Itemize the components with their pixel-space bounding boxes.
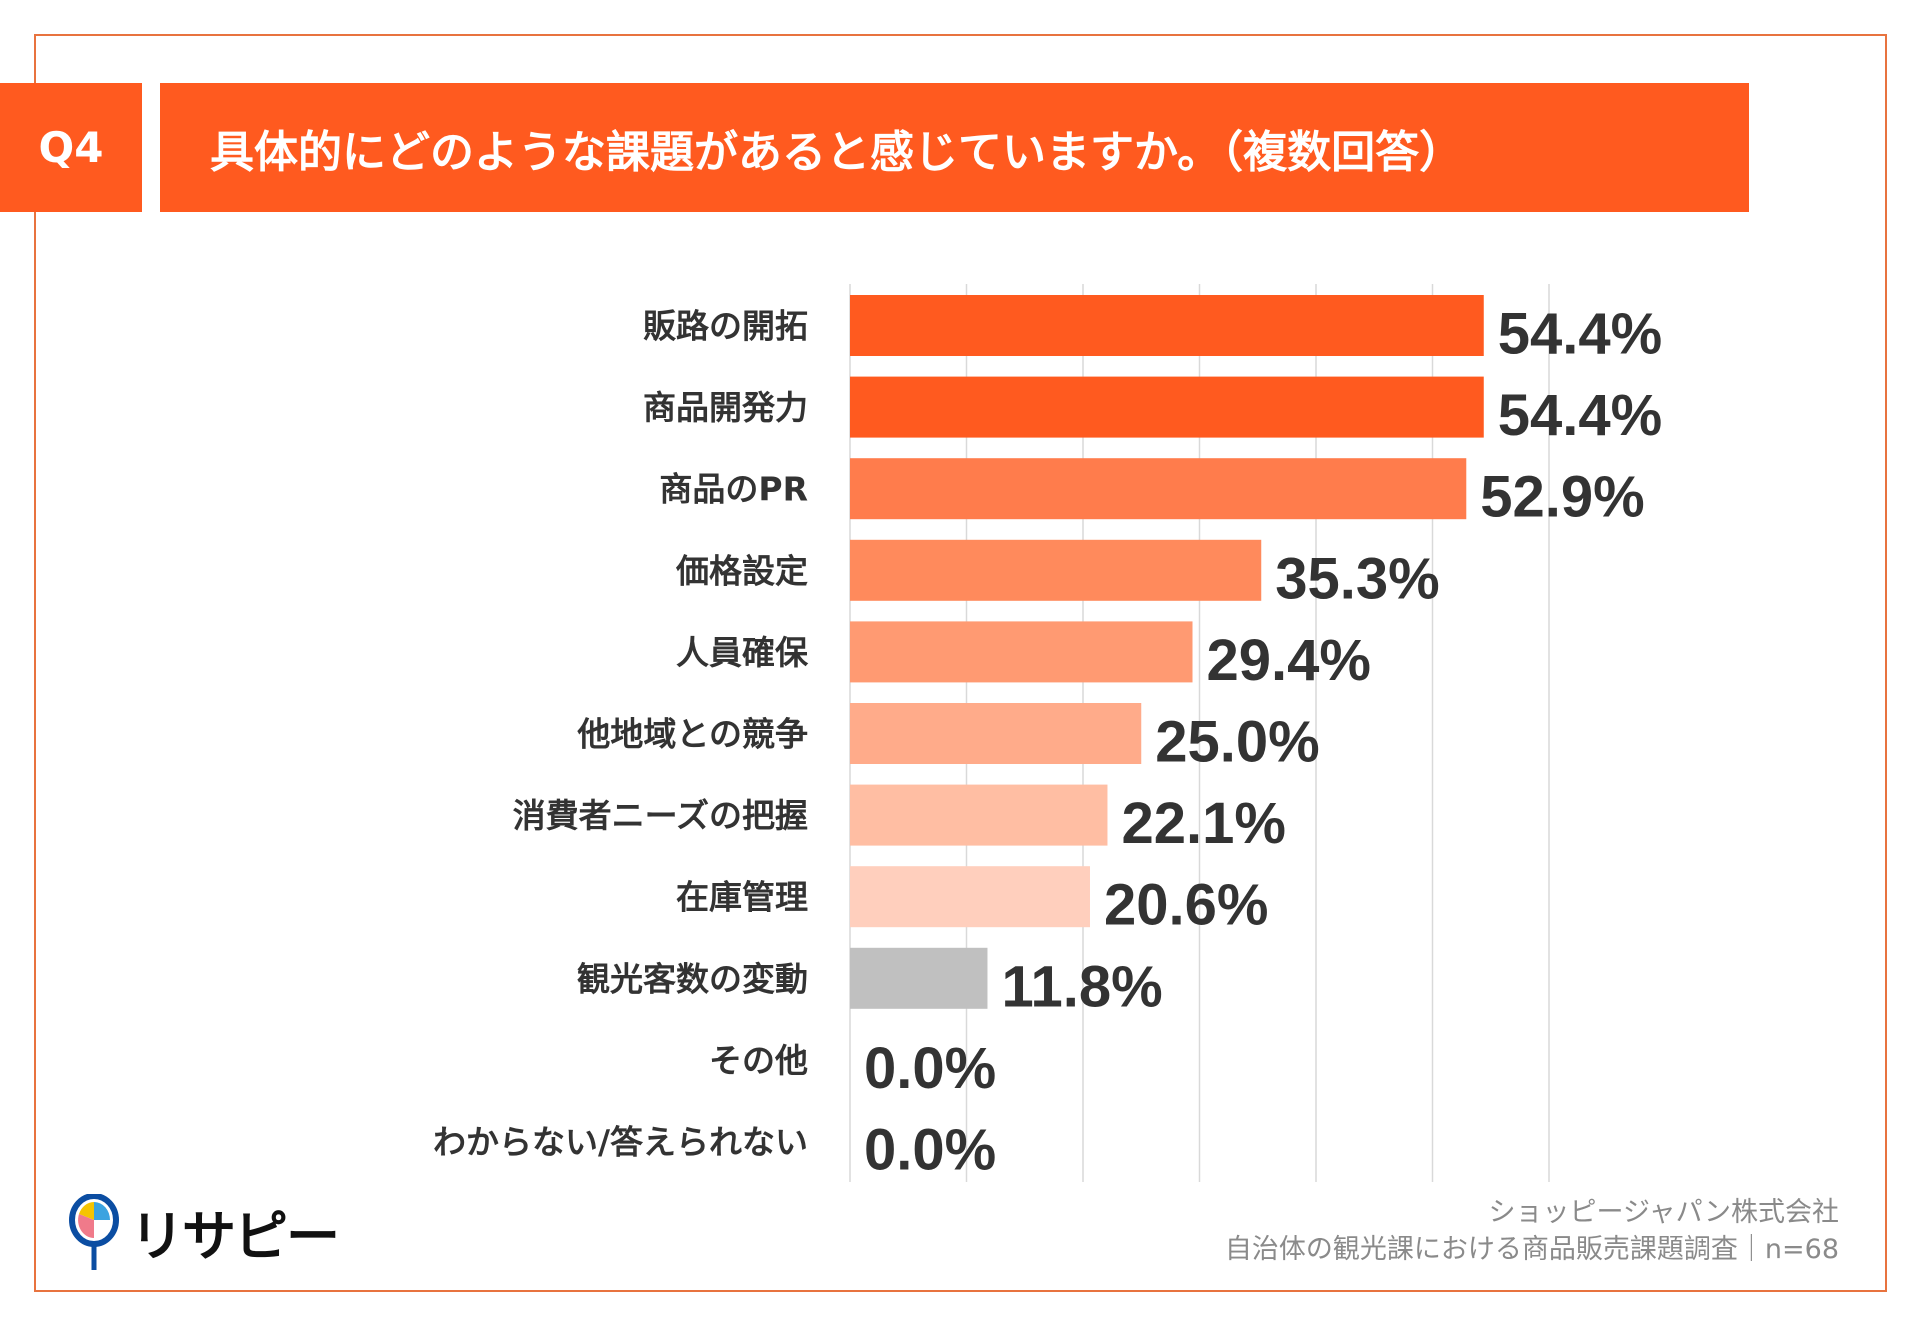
bar <box>850 376 1484 438</box>
value-label: 20.6% <box>1104 873 1268 938</box>
bar <box>850 703 1142 764</box>
value-label: 54.4% <box>1498 302 1662 367</box>
question-title: 具体的にどのような課題があると感じていますか。（複数回答） <box>160 83 1749 212</box>
logo-pin-icon <box>69 1193 119 1270</box>
value-label: 54.4% <box>1498 383 1662 448</box>
footer-survey: 自治体の観光課における商品販売課題調査｜n=68 <box>1224 1234 1839 1265</box>
category-label: 商品のPR <box>659 470 808 509</box>
footer-company: ショッピージャパン株式会社 <box>1488 1197 1839 1228</box>
question-number: Q4 <box>0 83 142 212</box>
value-label: 29.4% <box>1207 628 1371 693</box>
category-label: 観光客数の変動 <box>577 959 808 998</box>
logo-text: リサピー <box>130 1205 340 1268</box>
bar <box>850 866 1090 928</box>
bar <box>850 784 1108 846</box>
category-label: 消費者ニーズの把握 <box>513 796 808 835</box>
value-label: 52.9% <box>1480 465 1644 530</box>
value-label: 11.8% <box>1001 954 1162 1019</box>
category-label: 在庫管理 <box>676 878 808 917</box>
frame-border <box>34 34 1887 1292</box>
category-label: その他 <box>709 1041 808 1080</box>
value-label: 0.0% <box>864 1118 996 1183</box>
category-label: わからない/答えられない <box>433 1123 808 1162</box>
category-label: 商品開発力 <box>643 388 808 427</box>
category-label: 販路の開拓 <box>643 307 808 346</box>
logo: リサピー <box>66 1192 340 1271</box>
category-label: 他地域との競争 <box>576 715 808 754</box>
value-label: 0.0% <box>864 1036 996 1101</box>
bar <box>850 621 1193 683</box>
category-label: 価格設定 <box>675 551 808 590</box>
bar <box>850 539 1262 601</box>
category-label: 人員確保 <box>676 633 809 672</box>
bar <box>850 458 1467 520</box>
value-label: 22.1% <box>1121 791 1285 856</box>
bar <box>850 947 988 1009</box>
value-label: 35.3% <box>1275 546 1439 611</box>
value-label: 25.0% <box>1155 710 1319 775</box>
bar <box>850 295 1484 356</box>
